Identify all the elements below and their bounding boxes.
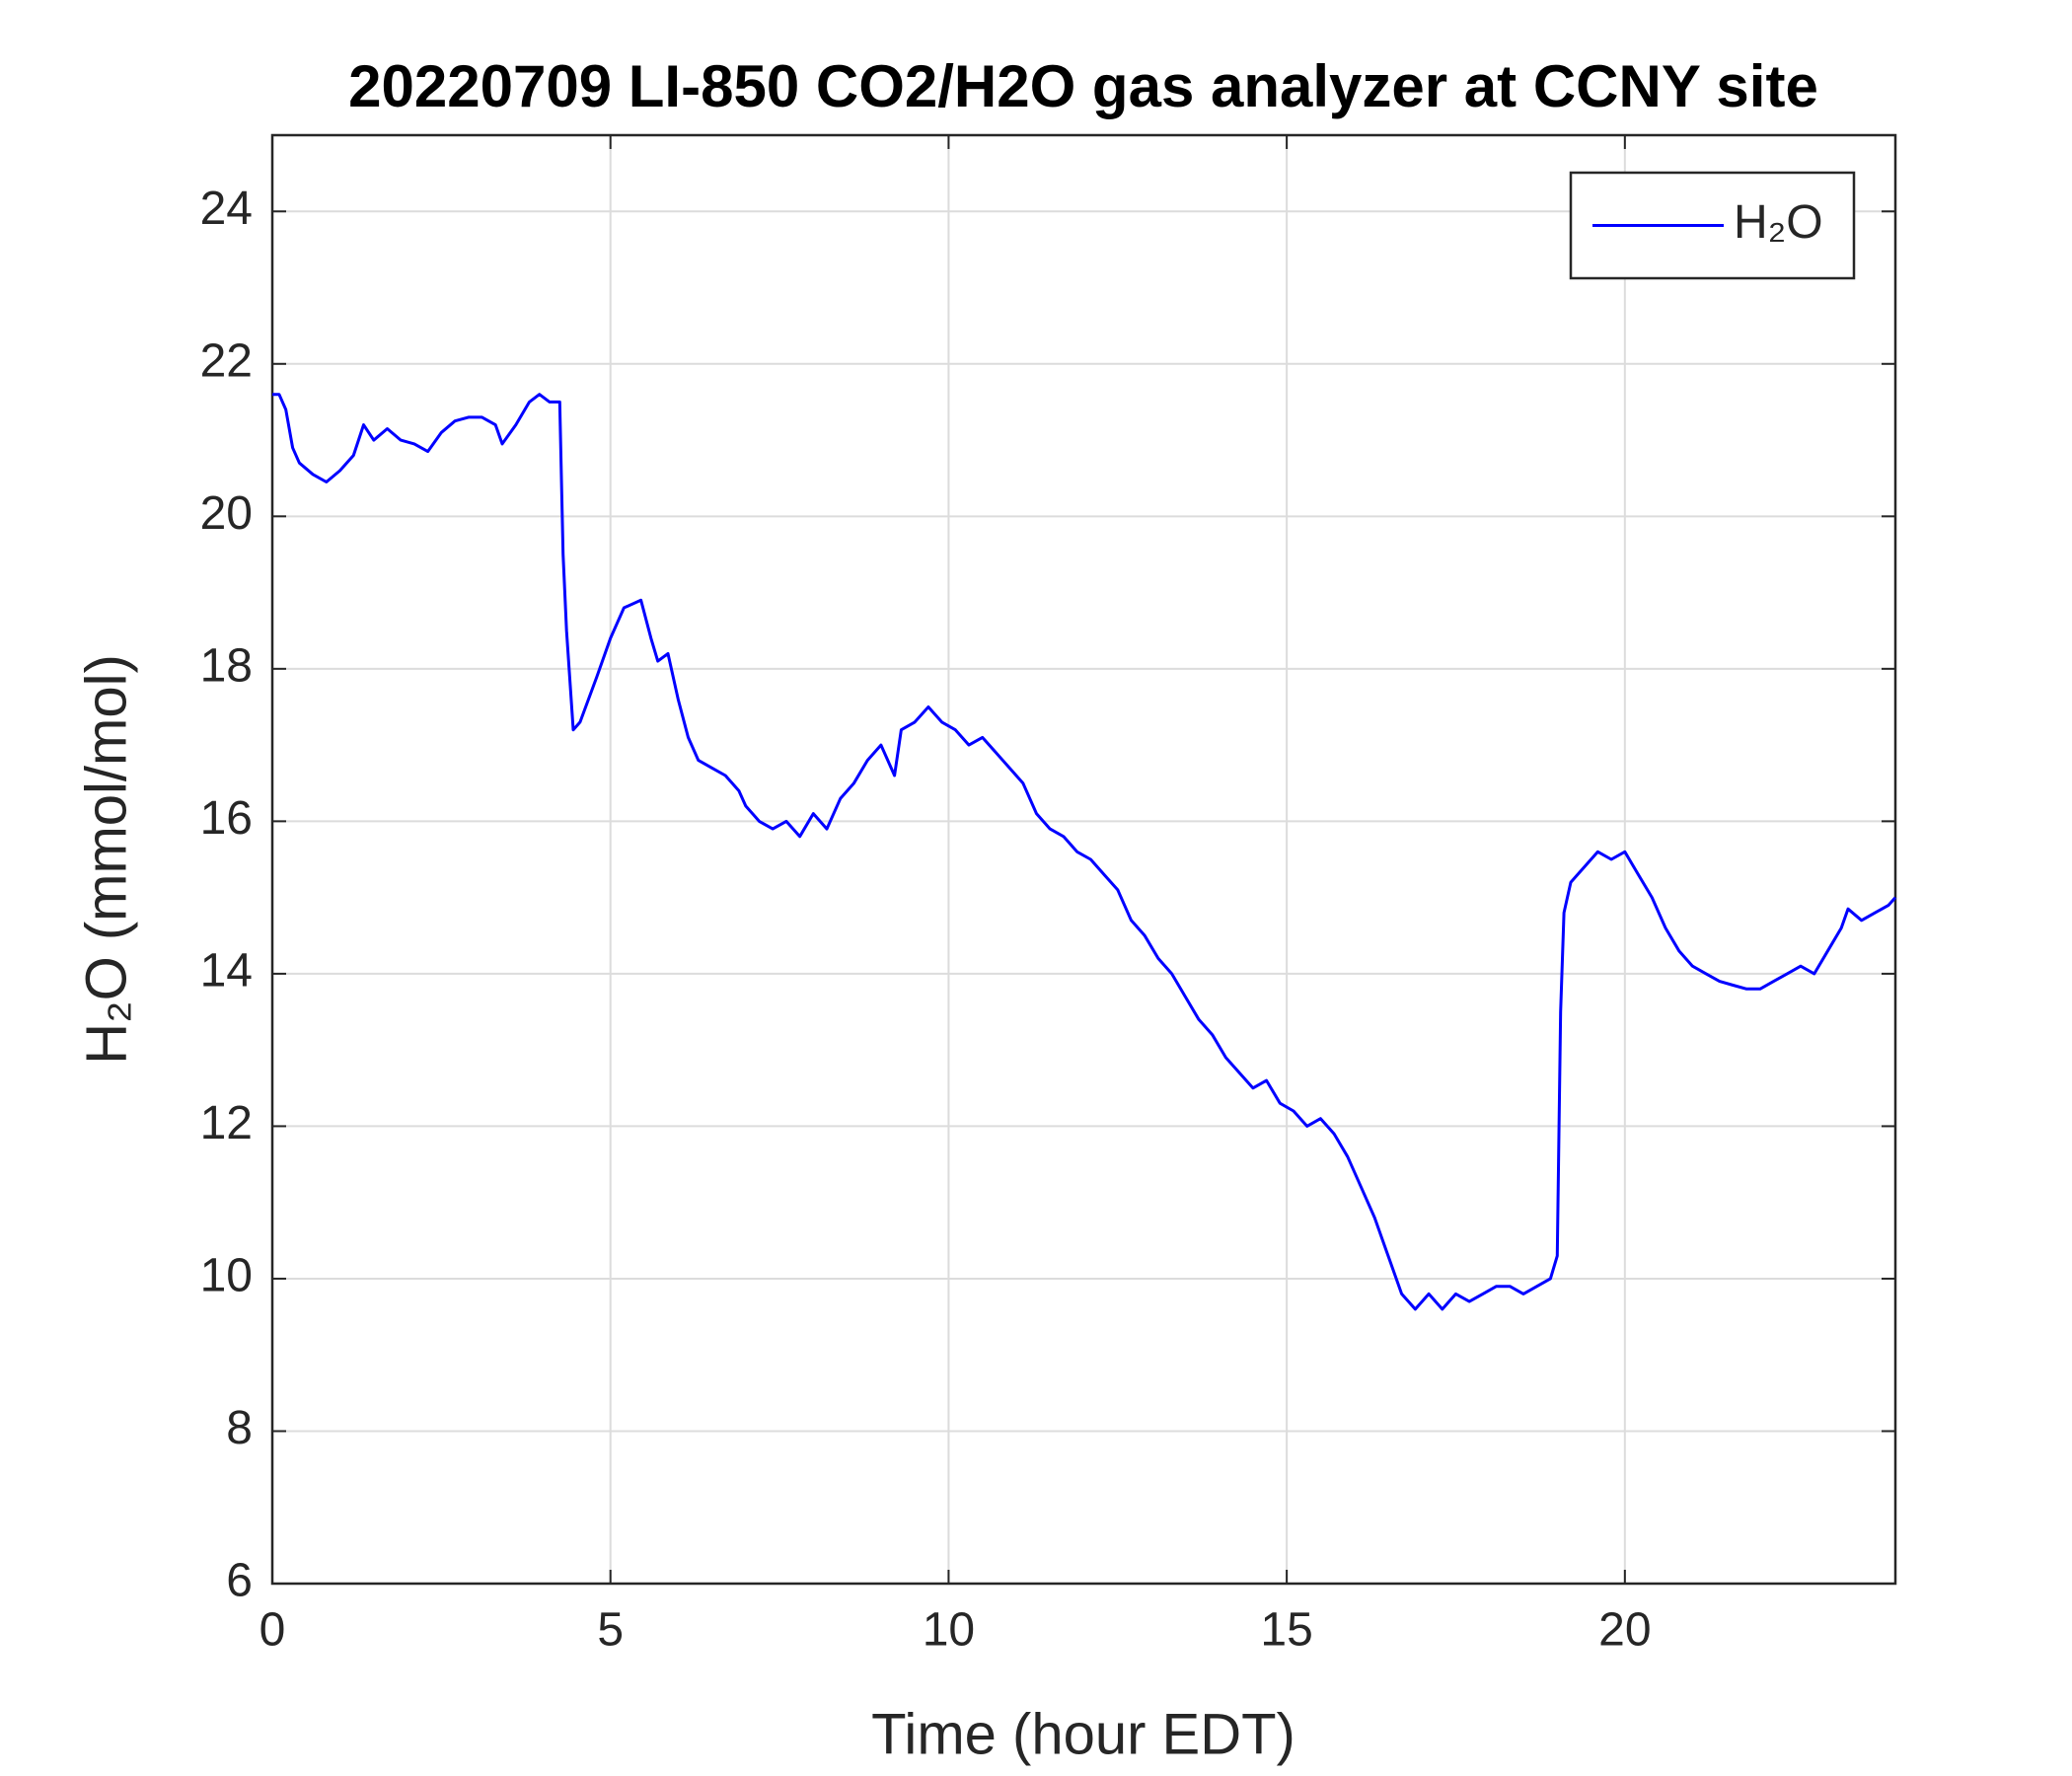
y-tick-label: 6	[226, 1555, 253, 1607]
y-tick-label: 8	[226, 1402, 253, 1454]
y-axis-label: H₂O (mmol/mol)	[74, 654, 138, 1065]
x-tick-label: 20	[1598, 1604, 1651, 1657]
y-tick-label: 14	[200, 945, 253, 998]
y-tick-label: 16	[200, 792, 253, 845]
data-line	[272, 393, 1897, 1311]
x-tick-label: 0	[259, 1604, 286, 1657]
y-tick-label: 12	[200, 1097, 253, 1149]
x-tick-label: 15	[1260, 1604, 1312, 1657]
y-tick-label: 18	[200, 640, 253, 693]
x-tick-label: 10	[923, 1604, 975, 1657]
legend-label: H₂O	[1734, 196, 1823, 249]
y-tick-label: 24	[200, 183, 253, 235]
y-tick-label: 20	[200, 487, 253, 540]
x-tick-label: 5	[597, 1604, 624, 1657]
y-tick-label: 10	[200, 1250, 253, 1302]
chart-title: 20220709 LI-850 CO2/H2O gas analyzer at …	[348, 53, 1818, 119]
plot-frame	[270, 133, 1897, 1586]
y-tick-label: 22	[200, 334, 253, 387]
x-axis-label: Time (hour EDT)	[871, 1702, 1295, 1766]
